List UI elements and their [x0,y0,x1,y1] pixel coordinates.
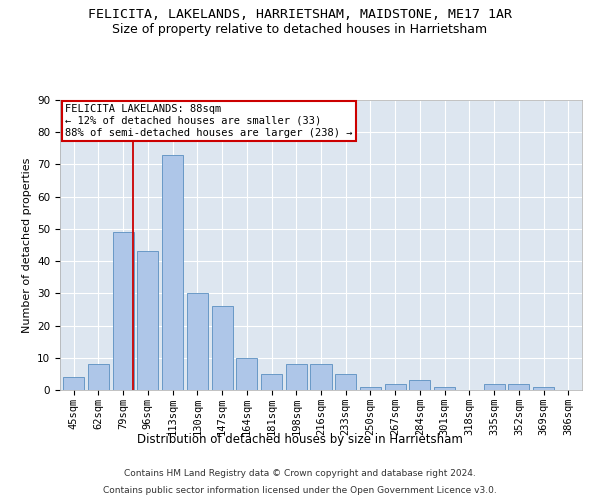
Bar [385,384,406,390]
Text: Distribution of detached houses by size in Harrietsham: Distribution of detached houses by size … [137,432,463,446]
Bar [63,377,84,390]
Bar [508,384,529,390]
Bar [88,364,109,390]
Bar [360,387,381,390]
Text: Contains public sector information licensed under the Open Government Licence v3: Contains public sector information licen… [103,486,497,495]
Bar [261,374,282,390]
Text: FELICITA LAKELANDS: 88sqm
← 12% of detached houses are smaller (33)
88% of semi-: FELICITA LAKELANDS: 88sqm ← 12% of detac… [65,104,353,138]
Bar [310,364,332,390]
Bar [212,306,233,390]
Bar [286,364,307,390]
Text: Contains HM Land Registry data © Crown copyright and database right 2024.: Contains HM Land Registry data © Crown c… [124,468,476,477]
Bar [335,374,356,390]
Bar [187,294,208,390]
Text: Size of property relative to detached houses in Harrietsham: Size of property relative to detached ho… [112,22,488,36]
Bar [484,384,505,390]
Bar [162,155,183,390]
Bar [434,387,455,390]
Bar [113,232,134,390]
Y-axis label: Number of detached properties: Number of detached properties [22,158,32,332]
Bar [409,380,430,390]
Bar [236,358,257,390]
Text: FELICITA, LAKELANDS, HARRIETSHAM, MAIDSTONE, ME17 1AR: FELICITA, LAKELANDS, HARRIETSHAM, MAIDST… [88,8,512,20]
Bar [533,387,554,390]
Bar [137,252,158,390]
